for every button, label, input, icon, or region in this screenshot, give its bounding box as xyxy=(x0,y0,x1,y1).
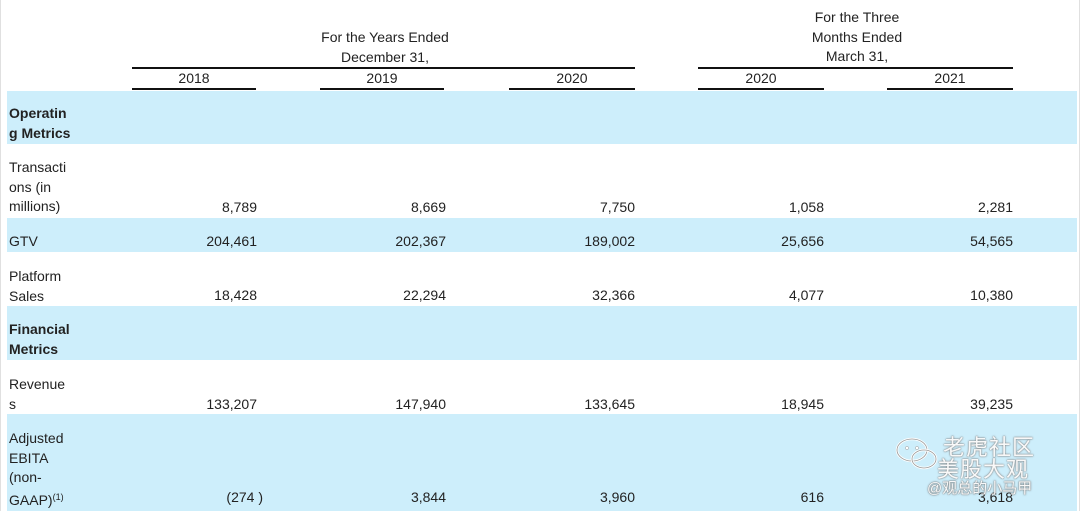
cell-adjusted-ebita-2020: 3,960 xyxy=(599,489,635,505)
label-text: GAAP) xyxy=(9,491,53,508)
cell-gtv-2020: 189,002 xyxy=(584,233,635,249)
cell-gtv-2019: 202,367 xyxy=(395,233,446,249)
cell-transactions-2019: 8,669 xyxy=(410,199,446,215)
label-line: millions) xyxy=(9,198,61,214)
year-rule-q1-2021 xyxy=(887,88,1013,90)
section-operating-line2: g Metrics xyxy=(9,124,71,141)
cell-revenues-2018: 133,207 xyxy=(206,396,257,412)
cell-transactions-2020: 7,750 xyxy=(599,199,635,215)
cell-platform-sales-q1-2021: 10,380 xyxy=(970,287,1013,303)
label-line: EBITA xyxy=(9,449,49,466)
section-operating-line1: Operatin xyxy=(9,105,67,121)
column-header-2018: 2018 xyxy=(178,70,210,86)
header-rule-years xyxy=(132,67,635,69)
label-line: Adjusted xyxy=(9,430,64,446)
cell-platform-sales-2020: 32,366 xyxy=(592,287,635,303)
footnote-marker: (1) xyxy=(52,491,64,502)
column-header-q1-2021: 2021 xyxy=(934,70,966,86)
cell-gtv-q1-2020: 25,656 xyxy=(781,233,824,249)
cell-adjusted-ebita-2019: 3,844 xyxy=(410,489,446,505)
cell-adjusted-ebita-2018: (274 ) xyxy=(226,489,263,505)
label-line: GTV xyxy=(9,233,38,249)
header-years-ended: For the Years Ended December 31, xyxy=(285,28,485,67)
cell-platform-sales-q1-2020: 4,077 xyxy=(788,287,824,303)
section-operating-metrics: Operatin g Metrics xyxy=(9,104,70,143)
header-three-line1: For the Three xyxy=(814,9,900,25)
band-financial-metrics xyxy=(7,306,1077,360)
header-years-line1: For the Years Ended xyxy=(321,29,449,45)
year-rule-2020 xyxy=(509,88,635,90)
cell-adjusted-ebita-q1-2020: 616 xyxy=(800,489,824,505)
cell-transactions-q1-2020: 1,058 xyxy=(788,199,824,215)
cell-platform-sales-2018: 18,428 xyxy=(214,287,257,303)
band-adjusted-ebita xyxy=(7,414,1077,511)
row-label-revenues: Revenue s xyxy=(9,375,65,414)
section-financial-line1: Financial xyxy=(9,321,70,337)
header-rule-three-months xyxy=(698,67,1013,69)
label-line: Sales xyxy=(9,287,45,304)
header-three-line3: March 31, xyxy=(825,48,889,64)
cell-gtv-2018: 204,461 xyxy=(206,233,257,249)
year-rule-2019 xyxy=(320,88,444,90)
cell-transactions-2018: 8,789 xyxy=(221,199,257,215)
cell-revenues-2020: 133,645 xyxy=(584,396,635,412)
year-rule-q1-2020 xyxy=(698,88,824,90)
cell-transactions-q1-2021: 2,281 xyxy=(977,199,1013,215)
header-three-line2: Months Ended xyxy=(811,28,903,45)
cell-revenues-q1-2020: 18,945 xyxy=(781,396,824,412)
row-label-adjusted-ebita: Adjusted EBITA (non- GAAP)(1) xyxy=(9,429,64,510)
cell-revenues-2019: 147,940 xyxy=(395,396,446,412)
section-financial-line2: Metrics xyxy=(9,340,59,357)
band-operating-metrics xyxy=(7,91,1077,144)
label-line: Transacti xyxy=(9,159,67,175)
label-line: (non- xyxy=(9,469,42,485)
cell-adjusted-ebita-q1-2021: 3,618 xyxy=(977,489,1013,505)
band-gtv xyxy=(7,218,1077,252)
row-label-gtv: GTV xyxy=(9,232,38,252)
row-label-platform-sales: Platform Sales xyxy=(9,267,61,306)
header-years-line2: December 31, xyxy=(341,48,429,65)
cell-gtv-q1-2021: 54,565 xyxy=(970,233,1013,249)
row-label-transactions: Transacti ons (in millions) xyxy=(9,158,66,217)
label-line: s xyxy=(9,395,16,412)
year-rule-2018 xyxy=(132,88,256,90)
column-header-q1-2020: 2020 xyxy=(745,70,777,86)
label-line: ons (in xyxy=(9,178,52,195)
column-header-2020: 2020 xyxy=(556,70,588,86)
cell-platform-sales-2019: 22,294 xyxy=(403,287,446,303)
label-line: Platform xyxy=(9,268,62,284)
cell-revenues-q1-2021: 39,235 xyxy=(970,396,1013,412)
label-line: Revenue xyxy=(9,376,66,392)
column-header-2019: 2019 xyxy=(366,70,398,86)
header-three-months: For the Three Months Ended March 31, xyxy=(757,8,957,67)
label-line: GAAP)(1) xyxy=(9,488,64,511)
section-financial-metrics: Financial Metrics xyxy=(9,320,70,359)
